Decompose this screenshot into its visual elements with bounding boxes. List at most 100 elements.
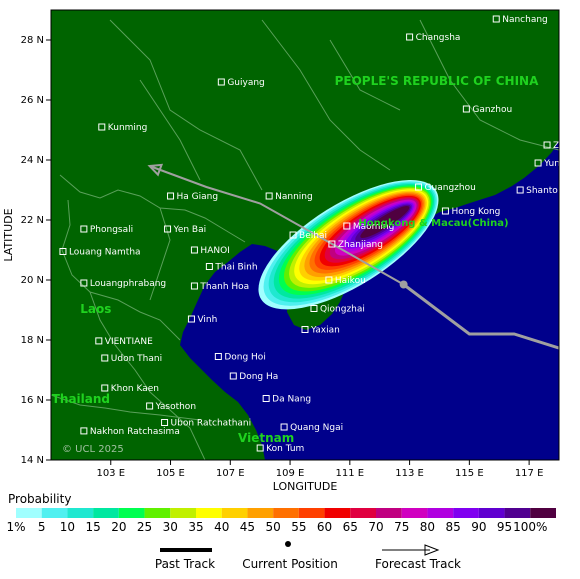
city-label: VIENTIANE xyxy=(105,337,153,347)
legend-swatch xyxy=(221,508,248,518)
x-tick-label: 105 E xyxy=(156,468,185,479)
city-label: Changsha xyxy=(416,33,461,43)
legend-swatch xyxy=(350,508,376,518)
y-tick-label: 24 N xyxy=(21,155,44,166)
city-marker-icon xyxy=(164,225,172,233)
city-label: Thai Binh xyxy=(214,263,257,273)
city-label: Louangphrabang xyxy=(90,279,166,289)
city-marker-icon xyxy=(205,263,213,270)
legend-label: 70 xyxy=(368,520,383,534)
legend-label: 1% xyxy=(6,520,25,534)
city-marker-icon xyxy=(280,423,288,431)
city-label: Shantou xyxy=(526,186,563,196)
city-label: Ha Giang xyxy=(177,192,219,202)
city-label: Yen Bai xyxy=(173,225,207,235)
city-marker-icon xyxy=(101,384,109,392)
city-marker-icon xyxy=(161,419,169,426)
city-marker-icon xyxy=(95,337,103,345)
city-label: HANOI xyxy=(200,246,229,256)
probability-legend: 1% 5 10 15 20 25 30 35 40 45 50 55 60 65 70 75 80 85 90 95 1… xyxy=(6,508,556,534)
legend-label: 15 xyxy=(86,520,101,534)
city-marker-icon xyxy=(59,248,67,255)
country-layer: PEOPLE'S REPUBLIC OF CHINA Hongkong & Mac… xyxy=(52,74,539,445)
legend-swatch xyxy=(144,508,171,518)
forecast-track-label: Forecast Track xyxy=(375,557,461,571)
y-tick-label: 20 N xyxy=(21,275,44,286)
city-label: Guiyang xyxy=(227,78,264,88)
city-label: Yasothon xyxy=(155,402,196,412)
y-tick-label: 28 N xyxy=(21,35,44,46)
probability-band xyxy=(360,206,410,238)
legend-swatch xyxy=(170,508,196,518)
city-marker-icon xyxy=(217,78,225,86)
legend-label: 40 xyxy=(214,520,229,534)
country-label: PEOPLE'S REPUBLIC OF CHINA xyxy=(335,74,539,88)
city-label: Guangzhou xyxy=(425,183,476,193)
city-label: Khon Kaen xyxy=(111,384,159,394)
legend-swatch xyxy=(41,508,68,518)
current-position-marker xyxy=(399,280,408,289)
legend-swatch xyxy=(427,508,454,518)
city-marker-icon xyxy=(325,276,333,284)
country-label: Laos xyxy=(80,302,111,316)
city-label: Louang Namtha xyxy=(69,248,141,258)
city-label: Beihai xyxy=(299,231,327,241)
past-track-label: Past Track xyxy=(155,557,215,571)
city-marker-icon xyxy=(146,402,154,410)
city-marker-icon xyxy=(190,246,198,254)
legend-label: 10 xyxy=(60,520,75,534)
legend-label: 20 xyxy=(111,520,126,534)
copyright-text: © UCL 2025 xyxy=(62,444,124,455)
city-marker-icon xyxy=(534,159,542,167)
city-marker-icon xyxy=(229,372,237,380)
legend-swatch xyxy=(247,508,274,518)
legend-label: 95 xyxy=(497,520,512,534)
track-layer xyxy=(147,163,559,350)
legend-label: 80 xyxy=(420,520,435,534)
city-marker-icon xyxy=(406,33,414,41)
city-label: Nakhon Ratchasima xyxy=(90,427,180,437)
y-tick-label: 18 N xyxy=(21,335,44,346)
city-label: Kunming xyxy=(108,123,148,133)
country-label: Vietnam xyxy=(238,431,294,445)
country-borders xyxy=(51,19,559,460)
city-marker-icon xyxy=(343,222,351,230)
x-tick-label: 117 E xyxy=(515,468,544,479)
legend-swatch xyxy=(376,508,402,518)
y-axis: 14 N 16 N 18 N 20 N 22 N 24 N 26 N 28 N xyxy=(21,35,51,466)
city-label: Maoming xyxy=(353,222,394,232)
city-marker-icon xyxy=(187,315,195,323)
forecast-arrow-icon xyxy=(424,544,440,556)
city-label: Kon Tum xyxy=(266,444,304,454)
past-track-line xyxy=(402,283,559,350)
x-tick-label: 111 E xyxy=(336,468,365,479)
legend-label: 90 xyxy=(471,520,486,534)
legend-swatch xyxy=(478,508,505,518)
city-marker-icon xyxy=(492,15,500,23)
map-frame: Nanchang Changsha Guiyang Ganzhou Kunming Zha… xyxy=(51,10,580,460)
x-tick-label: 113 E xyxy=(395,468,424,479)
city-label: Zhangzhou xyxy=(553,141,580,151)
city-marker-icon xyxy=(214,353,222,360)
y-tick-label: 16 N xyxy=(21,395,44,406)
city-label: Yaxian xyxy=(310,326,340,336)
legend-label: 35 xyxy=(188,520,203,534)
current-position-label: Current Position xyxy=(242,557,338,571)
y-tick-label: 22 N xyxy=(21,215,44,226)
city-label: Nanchang xyxy=(502,15,548,25)
city-marker-icon xyxy=(310,305,318,312)
legend-swatch xyxy=(273,508,299,518)
city-marker-icon xyxy=(80,427,88,435)
city-marker-icon xyxy=(256,444,264,452)
city-marker-icon xyxy=(516,186,524,194)
city-marker-icon xyxy=(441,207,449,215)
probability-swath xyxy=(258,179,439,310)
legend-label: 60 xyxy=(317,520,332,534)
city-marker-icon xyxy=(101,354,109,362)
legend-label: 75 xyxy=(394,520,409,534)
x-tick-label: 107 E xyxy=(216,468,245,479)
legend-label: 55 xyxy=(291,520,306,534)
legend-label: 5 xyxy=(38,520,46,534)
city-marker-icon xyxy=(98,123,106,131)
legend-label: 100% xyxy=(513,520,547,534)
